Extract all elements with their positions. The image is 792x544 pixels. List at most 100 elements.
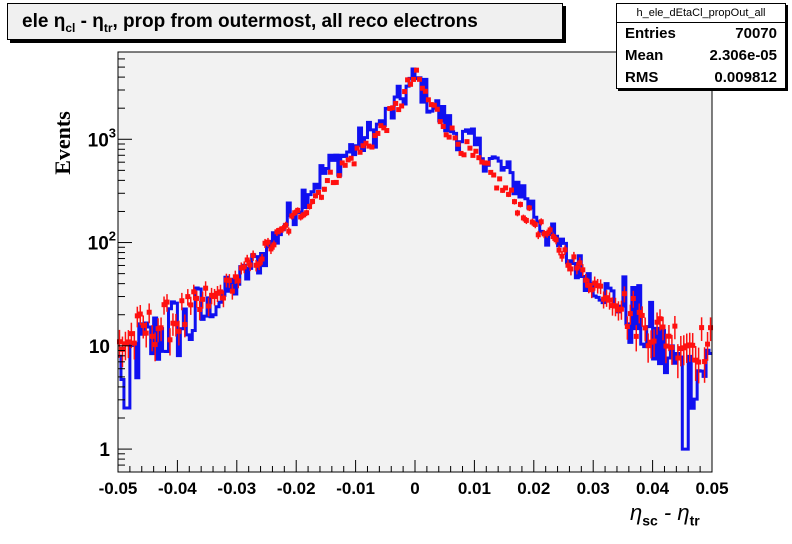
data-point <box>509 187 515 193</box>
data-point <box>517 201 523 207</box>
data-point <box>345 157 351 163</box>
data-point <box>315 189 321 195</box>
x-tick-label: -0.01 <box>336 479 375 498</box>
data-point <box>598 283 604 289</box>
data-point <box>612 303 618 309</box>
data-point <box>511 199 517 205</box>
data-point <box>194 295 200 301</box>
data-point <box>535 232 541 238</box>
data-point <box>583 277 589 283</box>
data-point <box>627 311 633 317</box>
data-point <box>693 357 699 363</box>
data-point <box>399 103 405 109</box>
data-point <box>449 125 455 131</box>
data-point <box>690 342 696 348</box>
data-point <box>684 343 690 349</box>
data-point <box>280 226 286 232</box>
data-point <box>408 81 414 87</box>
data-point <box>437 119 443 125</box>
data-point <box>589 287 595 293</box>
data-point <box>532 221 538 227</box>
data-point <box>295 207 301 213</box>
data-point <box>396 107 402 113</box>
data-point <box>669 344 675 350</box>
data-point <box>378 123 384 129</box>
y-tick-label: 1 <box>99 440 110 461</box>
data-point <box>574 265 580 271</box>
data-point <box>369 144 375 150</box>
data-point <box>538 219 544 225</box>
data-point <box>253 262 259 268</box>
data-point <box>339 160 345 166</box>
data-point <box>342 162 348 168</box>
data-point <box>633 333 639 339</box>
data-point <box>434 106 440 112</box>
x-tick-label: 0.01 <box>458 479 491 498</box>
data-point <box>357 149 363 155</box>
data-point <box>601 296 607 302</box>
data-point <box>173 321 179 327</box>
data-point <box>122 341 128 347</box>
data-point <box>488 169 494 175</box>
data-point <box>491 172 497 178</box>
data-point <box>176 328 182 334</box>
x-tick-label: -0.03 <box>217 479 256 498</box>
x-tick-label: 0.04 <box>636 479 670 498</box>
data-point <box>494 185 500 191</box>
data-point <box>607 297 613 303</box>
data-point <box>405 77 411 83</box>
x-tick-label: 0.02 <box>517 479 550 498</box>
data-point <box>256 261 262 267</box>
data-point <box>485 160 491 166</box>
stats-histogram-name: h_ele_dEtaCl_propOut_all <box>617 4 785 23</box>
data-point <box>366 143 372 149</box>
data-point <box>497 176 503 182</box>
data-point <box>161 302 167 308</box>
data-point <box>283 222 289 228</box>
data-point <box>443 132 449 138</box>
data-point <box>209 292 215 298</box>
stats-row-rms: RMS 0.009812 <box>625 69 777 86</box>
data-point <box>562 247 568 253</box>
data-point <box>131 340 137 346</box>
data-point <box>571 254 577 260</box>
data-point <box>651 338 657 344</box>
data-point <box>630 296 636 302</box>
data-point <box>624 324 630 330</box>
data-point <box>452 135 458 141</box>
data-point <box>482 160 488 166</box>
data-point <box>152 342 158 348</box>
data-point <box>354 145 360 151</box>
plot-area <box>118 52 712 472</box>
data-point <box>318 194 324 200</box>
data-point <box>446 134 452 140</box>
data-point <box>479 159 485 165</box>
data-point <box>217 289 223 295</box>
data-point <box>431 102 437 108</box>
data-point <box>327 169 333 175</box>
data-point <box>360 143 366 149</box>
data-point <box>476 155 482 161</box>
data-point <box>699 325 705 331</box>
data-point <box>559 253 565 259</box>
data-point <box>702 359 708 365</box>
data-point <box>425 97 431 103</box>
data-point <box>128 331 134 337</box>
data-point <box>384 128 390 134</box>
data-point <box>262 240 268 246</box>
data-point <box>553 237 559 243</box>
data-point <box>321 186 327 192</box>
data-point <box>235 278 241 284</box>
data-point <box>615 307 621 313</box>
y-tick-label: 102 <box>88 229 116 255</box>
data-point <box>556 247 562 253</box>
data-point <box>592 280 598 286</box>
data-point <box>461 152 467 158</box>
data-point <box>413 67 419 73</box>
data-point <box>292 210 298 216</box>
data-point <box>660 324 666 330</box>
data-point <box>241 264 247 270</box>
data-point <box>705 341 711 347</box>
data-point <box>214 290 220 296</box>
